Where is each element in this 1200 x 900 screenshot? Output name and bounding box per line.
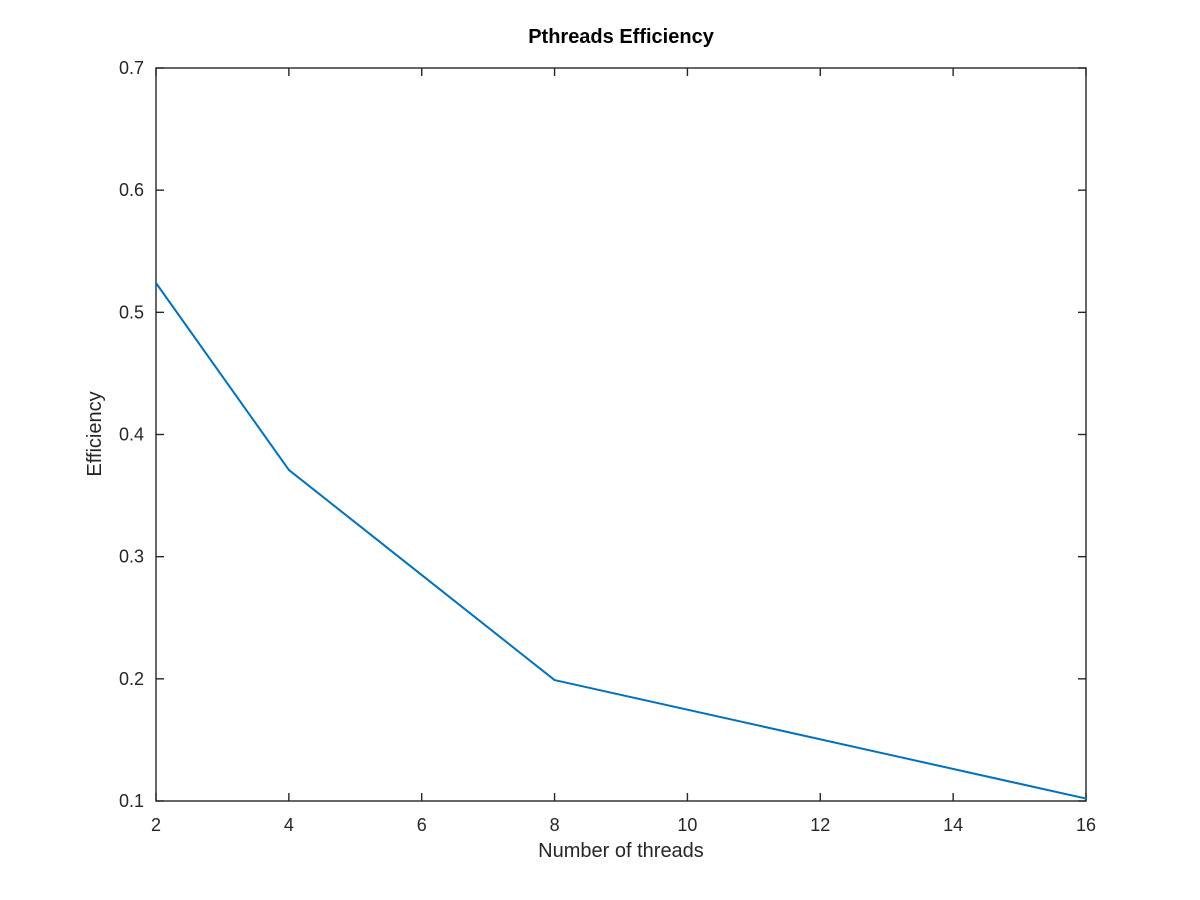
y-tick-label: 0.4 (119, 425, 144, 445)
y-axis-label: Efficiency (84, 391, 106, 476)
y-tick-label: 0.7 (119, 58, 144, 78)
x-tick-label: 10 (677, 815, 697, 835)
y-tick-label: 0.2 (119, 669, 144, 689)
y-tick-label: 0.3 (119, 547, 144, 567)
series-line (155, 282, 1087, 800)
plot-area (155, 67, 1087, 802)
series-layer (155, 282, 1087, 800)
x-axis: 2 4 6 8 10 12 14 16 (151, 68, 1096, 835)
x-tick-label: 16 (1076, 815, 1096, 835)
y-tick-label: 0.6 (119, 180, 144, 200)
x-tick-label: 8 (550, 815, 560, 835)
x-tick-label: 12 (810, 815, 830, 835)
plot-frame (155, 67, 1087, 802)
y-tick-label: 0.1 (119, 791, 144, 811)
y-axis: 0.1 0.2 0.3 0.4 0.5 0.6 0.7 (119, 58, 1086, 811)
x-tick-label: 6 (417, 815, 427, 835)
x-tick-label: 4 (284, 815, 294, 835)
chart-title: Pthreads Efficiency (528, 26, 715, 48)
y-tick-label: 0.5 (119, 302, 144, 322)
x-axis-label: Number of threads (538, 840, 704, 862)
x-tick-label: 2 (151, 815, 161, 835)
x-tick-label: 14 (943, 815, 963, 835)
